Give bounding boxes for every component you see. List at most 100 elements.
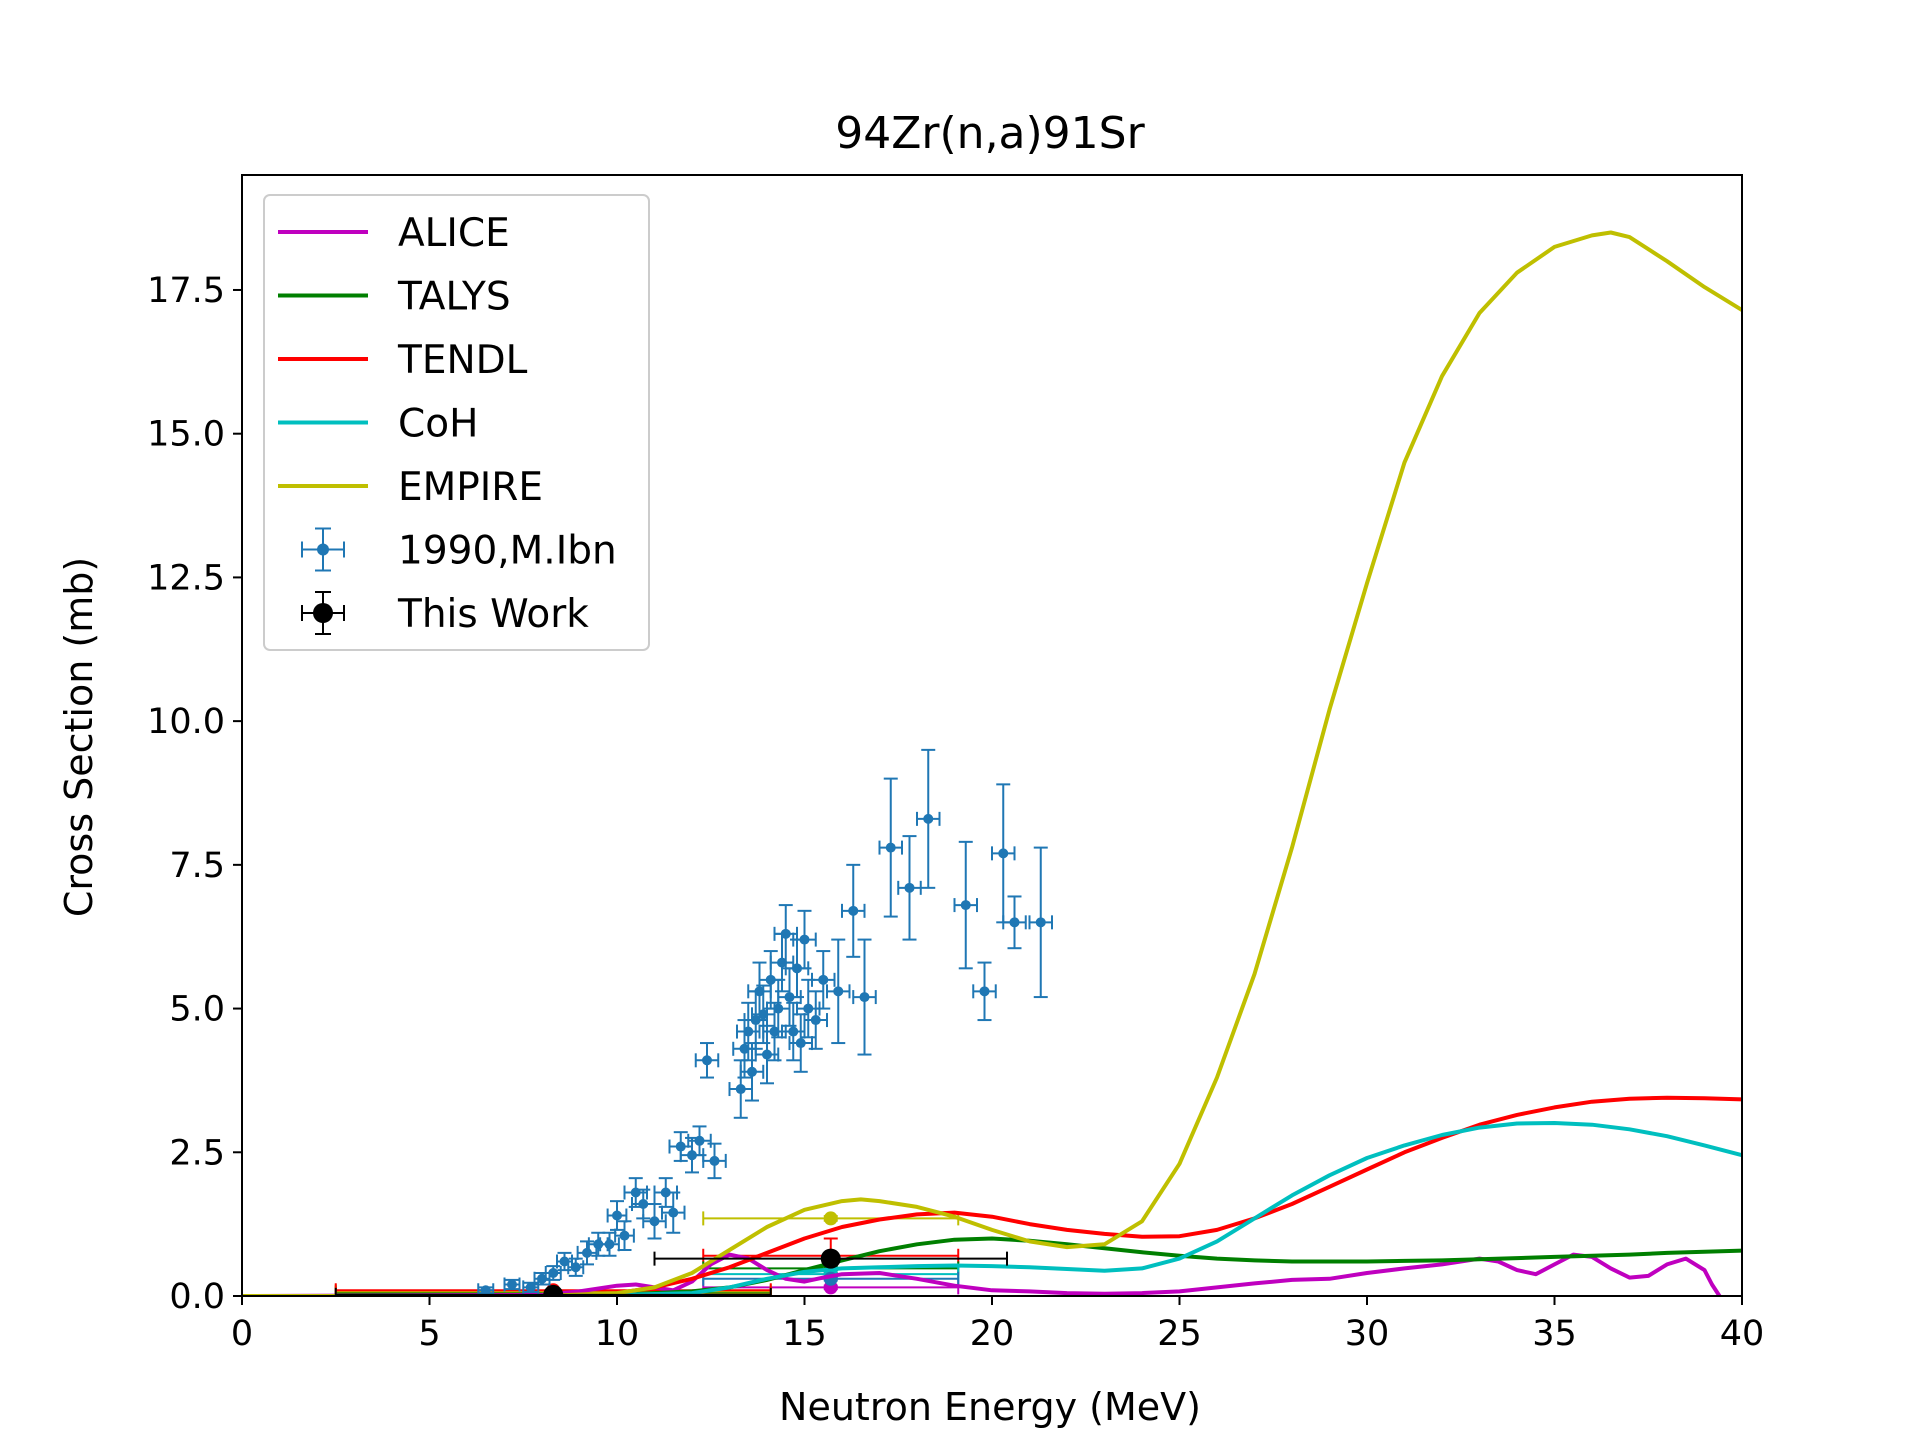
y-tick-label-4: 10.0	[147, 702, 225, 742]
data-point-1990-m-ibn-6-marker	[570, 1262, 581, 1273]
legend-label-alice: ALICE	[398, 211, 510, 256]
data-point-1990-m-ibn-20-marker	[702, 1055, 712, 1066]
legend-swatch-this-work	[301, 591, 345, 635]
y-tick-label-3: 7.5	[169, 846, 225, 886]
x-tick-label-7: 35	[1532, 1314, 1577, 1354]
data-point-1990-m-ibn-19-marker	[694, 1135, 705, 1146]
data-point-this-work-1-marker	[820, 1248, 841, 1269]
data-point-1990-m-ibn-0-marker	[480, 1285, 491, 1296]
chart-title: 94Zr(n,a)91Sr	[835, 108, 1145, 159]
data-point-1990-m-ibn-47-marker	[904, 882, 915, 893]
data-point-1990-m-ibn-9-marker	[604, 1239, 615, 1250]
model-marker-0-marker	[823, 1211, 838, 1226]
data-point-1990-m-ibn-50-marker	[979, 986, 990, 997]
data-point-1990-m-ibn-36-marker	[788, 1026, 799, 1037]
legend: ALICE TALYS TENDL CoH EMPIRE 1990,M.Ibn This W…	[263, 194, 650, 651]
data-point-1990-m-ibn-41-marker	[810, 1015, 821, 1026]
data-point-this-work-0-marker	[543, 1284, 564, 1296]
series-line-empire	[242, 230, 1742, 1296]
x-tick-label-8: 40	[1720, 1314, 1765, 1354]
legend-label-tendl: TENDL	[397, 338, 528, 383]
data-point-1990-m-ibn-35-marker	[784, 992, 795, 1003]
x-tick-label-1: 5	[418, 1314, 440, 1354]
data-point-1990-m-ibn-2-marker	[525, 1282, 536, 1293]
data-point-1990-m-ibn-5-marker	[559, 1256, 570, 1267]
y-tick-label-2: 5.0	[169, 990, 225, 1030]
legend-item-tendl: TENDL	[278, 338, 528, 383]
x-axis-label: Neutron Energy (MeV)	[779, 1385, 1201, 1429]
x-tick-label-6: 30	[1345, 1314, 1390, 1354]
data-point-1990-m-ibn-32-marker	[773, 1003, 784, 1014]
series-line-alice	[242, 1252, 1722, 1296]
data-point-1990-m-ibn-38-marker	[795, 1038, 806, 1049]
legend-item-talys: TALYS	[278, 275, 511, 320]
data-point-1990-m-ibn-46-marker	[885, 842, 896, 853]
series-this-work	[334, 1248, 1008, 1296]
axes: 0 5 10 15 20 25 30 35 40 0.0 2.5 5.0 7.5 10.0 12.5 15.0…	[147, 174, 1765, 1354]
data-point-1990-m-ibn-13-marker	[638, 1199, 649, 1210]
data-point-1990-m-ibn-10-marker	[612, 1210, 622, 1221]
data-point-1990-m-ibn-30-marker	[765, 974, 776, 985]
data-point-1990-m-ibn-39-marker	[799, 934, 810, 945]
data-point-1990-m-ibn-25-marker	[747, 1066, 757, 1077]
data-point-1990-m-ibn-14-marker	[649, 1216, 660, 1227]
data-point-1990-m-ibn-1-marker	[507, 1279, 517, 1290]
legend-box	[263, 194, 650, 651]
legend-label-coh: CoH	[398, 402, 478, 447]
legend-label-empire: EMPIRE	[398, 465, 543, 510]
data-point-1990-m-ibn-24-marker	[743, 1026, 754, 1037]
y-tick-label-0: 0.0	[169, 1277, 225, 1317]
y-tick-label-7: 17.5	[147, 271, 225, 311]
data-point-1990-m-ibn-17-marker	[675, 1141, 686, 1152]
series-line-coh	[242, 1121, 1742, 1296]
legend-swatch-marker-this-work	[313, 603, 333, 623]
y-axis-label: Cross Section (mb)	[57, 557, 101, 917]
data-point-1990-m-ibn-44-marker	[848, 905, 859, 916]
data-point-1990-m-ibn-18-marker	[687, 1150, 697, 1161]
data-point-1990-m-ibn-4-marker	[548, 1268, 559, 1279]
series-line-tendl	[242, 1095, 1742, 1296]
data-point-1990-m-ibn-11-marker	[619, 1230, 630, 1241]
data-point-1990-m-ibn-52-marker	[1009, 917, 1020, 928]
data-point-1990-m-ibn-16-marker	[668, 1207, 679, 1218]
data-point-1990-m-ibn-27-marker	[754, 986, 765, 997]
series-1990-m-ibn	[477, 748, 1053, 1296]
plot-area	[242, 230, 1742, 1296]
x-tick-label-2: 10	[595, 1314, 640, 1354]
data-point-1990-m-ibn-43-marker	[833, 986, 844, 997]
x-tick-label-5: 25	[1157, 1314, 1202, 1354]
y-tick-label-1: 2.5	[169, 1133, 225, 1173]
data-point-1990-m-ibn-37-marker	[792, 963, 802, 974]
legend-label-1990-m-ibn: 1990,M.Ibn	[398, 529, 617, 574]
legend-item-alice: ALICE	[278, 211, 510, 256]
data-point-1990-m-ibn-15-marker	[660, 1187, 671, 1198]
x-tick-label-4: 20	[970, 1314, 1015, 1354]
x-tick-label-3: 15	[782, 1314, 827, 1354]
data-point-1990-m-ibn-42-marker	[818, 974, 829, 985]
legend-item-empire: EMPIRE	[278, 465, 543, 510]
y-tick-label-6: 15.0	[147, 415, 225, 455]
data-point-1990-m-ibn-28-marker	[758, 1009, 769, 1020]
data-point-1990-m-ibn-49-marker	[960, 900, 971, 911]
data-point-1990-m-ibn-21-marker	[709, 1155, 720, 1166]
legend-swatch-marker-1990-m-ibn	[317, 543, 329, 556]
data-point-1990-m-ibn-53-marker	[1035, 917, 1046, 928]
data-point-1990-m-ibn-51-marker	[998, 848, 1009, 859]
legend-swatch-1990-m-ibn	[301, 527, 345, 572]
data-point-1990-m-ibn-29-marker	[762, 1049, 772, 1060]
x-tick-label-0: 0	[231, 1314, 253, 1354]
legend-item-coh: CoH	[278, 402, 478, 447]
data-point-1990-m-ibn-7-marker	[582, 1247, 592, 1258]
data-point-1990-m-ibn-45-marker	[859, 992, 870, 1003]
legend-label-this-work: This Work	[397, 592, 589, 637]
data-point-1990-m-ibn-22-marker	[735, 1084, 746, 1095]
legend-item-this-work: This Work	[301, 591, 589, 637]
data-point-1990-m-ibn-31-marker	[769, 1026, 780, 1037]
y-tick-label-5: 12.5	[147, 558, 225, 598]
legend-label-talys: TALYS	[397, 275, 511, 320]
legend-item-1990-m-ibn: 1990,M.Ibn	[301, 527, 617, 574]
data-point-1990-m-ibn-40-marker	[803, 1003, 814, 1014]
data-point-1990-m-ibn-34-marker	[780, 928, 791, 939]
